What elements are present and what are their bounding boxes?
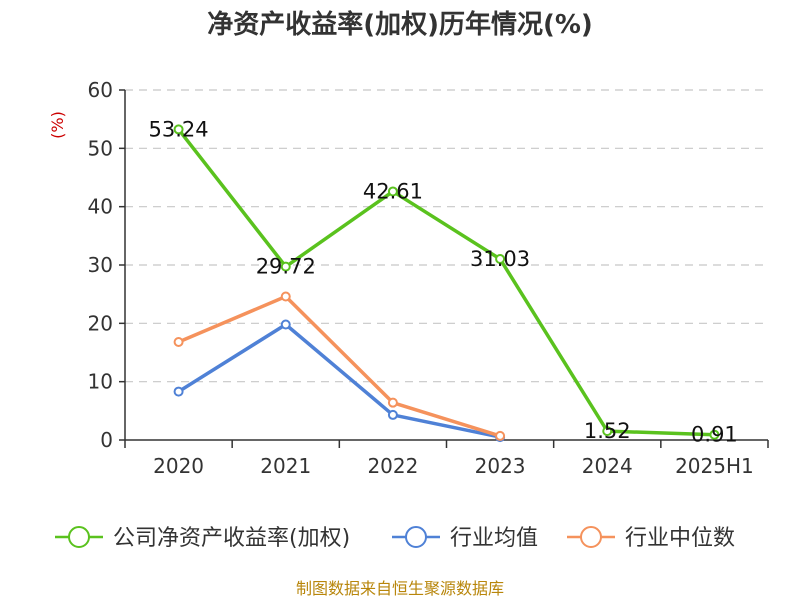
y-axis-unit: (%)	[48, 111, 67, 139]
y-tick-label: 0	[100, 428, 113, 452]
legend-item-1[interactable]: 行业均值	[392, 526, 538, 551]
x-tick-label: 2020	[153, 454, 204, 478]
y-tick-label: 30	[88, 253, 113, 277]
legend-item-0[interactable]: 公司净资产收益率(加权)	[55, 526, 350, 551]
data-labels: 53.24 29.72 42.61 31.03 1.52 0.91	[149, 117, 738, 446]
data-point-series-1[interactable]	[173, 386, 184, 397]
data-label: 31.03	[470, 247, 530, 271]
data-label: 1.52	[584, 419, 631, 443]
grid-lines	[125, 89, 768, 383]
data-point-series-1[interactable]	[387, 409, 398, 420]
data-label: 0.91	[691, 423, 738, 447]
axes: 0 10 20 30 40 50 60 2020 2021 2022 2023 2024 2025H1	[88, 78, 769, 478]
x-tick-label: 2021	[260, 454, 311, 478]
series-line-1	[177, 322, 501, 439]
data-source-note: 制图数据来自恒生聚源数据库	[296, 579, 504, 598]
y-tick-label: 50	[88, 136, 113, 160]
data-label: 53.24	[149, 117, 209, 141]
x-tick-label: 2022	[367, 454, 418, 478]
legend-item-2[interactable]: 行业中位数	[567, 526, 735, 551]
data-point-series-2[interactable]	[387, 397, 398, 408]
x-tick-label: 2024	[582, 454, 633, 478]
series-line-2	[177, 294, 501, 438]
data-label: 42.61	[363, 179, 423, 203]
y-tick-label: 20	[88, 311, 113, 335]
data-point-series-2[interactable]	[173, 337, 184, 347]
series-layer	[173, 124, 720, 443]
data-point-series-1[interactable]	[280, 319, 291, 330]
data-label: 29.72	[256, 255, 316, 279]
data-point-series-2[interactable]	[280, 291, 291, 302]
data-point-series-0[interactable]	[602, 426, 613, 437]
x-tick-label: 2025H1	[675, 454, 754, 478]
legend-label: 公司净资产收益率(加权)	[113, 526, 350, 551]
series-line-0	[177, 128, 715, 437]
data-point-series-0[interactable]	[173, 124, 184, 135]
data-point-series-0[interactable]	[495, 253, 506, 264]
data-point-series-0[interactable]	[280, 261, 291, 272]
legend-label: 行业中位数	[625, 526, 735, 551]
chart-title: 净资产收益率(加权)历年情况(%)	[207, 9, 593, 40]
legend-marker	[68, 526, 90, 548]
x-tick-label: 2023	[475, 454, 526, 478]
data-point-series-0[interactable]	[709, 429, 720, 440]
data-point-series-2[interactable]	[495, 430, 506, 441]
data-point-series-0[interactable]	[387, 186, 398, 197]
legend-marker	[405, 526, 427, 548]
legend-label: 行业均值	[450, 526, 538, 551]
y-tick-label: 40	[88, 195, 113, 219]
y-tick-label: 10	[88, 370, 113, 394]
legend-marker	[580, 526, 602, 548]
y-tick-label: 60	[88, 78, 113, 102]
legend[interactable]: 公司净资产收益率(加权) 行业均值 行业中位数	[55, 526, 735, 551]
